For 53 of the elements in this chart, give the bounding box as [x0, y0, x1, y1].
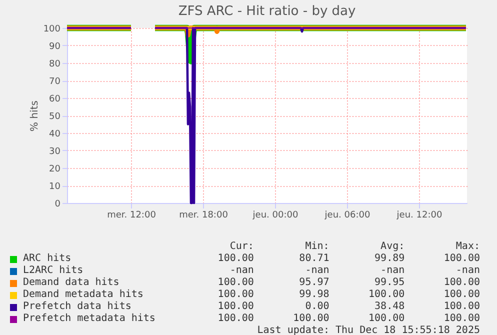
text: 100.00 — [216, 313, 254, 325]
text: 99.89 — [374, 253, 405, 265]
text: 100.00 — [292, 313, 330, 325]
y-tick-label: 80 — [49, 60, 61, 70]
text: Cur: — [228, 241, 254, 253]
legend-label: L2ARC hits — [22, 265, 84, 277]
y-tick-label: 20 — [49, 164, 61, 174]
text: 99.98 — [298, 289, 330, 301]
text: 80.71 — [298, 253, 330, 265]
text: 0.00 — [304, 301, 330, 313]
chart-title: ZFS ARC - Hit ratio - by day — [178, 4, 356, 19]
legend-label: Demand data hits — [22, 277, 120, 289]
legend-label: ARC hits — [22, 253, 72, 265]
x-tick-label: mer. 18:00 — [179, 210, 228, 220]
text: 99.95 — [374, 277, 405, 289]
text: 100.00 — [442, 313, 480, 325]
legend-label: Prefetch metadata hits — [22, 313, 156, 325]
text: 100.00 — [216, 301, 254, 313]
y-tick-label: 70 — [49, 77, 61, 87]
text: 38.48 — [374, 301, 405, 313]
x-tick-label: mer. 12:00 — [107, 210, 156, 220]
text: -nan — [228, 265, 254, 277]
legend-label: Prefetch data hits — [22, 301, 132, 313]
text: -nan — [380, 265, 405, 277]
text: 100.00 — [442, 301, 480, 313]
x-tick-label: jeu. 06:00 — [324, 210, 370, 220]
text: Last update: Thu Dec 18 15:55:18 2025 — [256, 325, 480, 335]
y-tick-label: 100 — [43, 24, 61, 34]
y-tick-label: 90 — [49, 42, 61, 52]
text: 100.00 — [216, 253, 254, 265]
y-tick-label: 10 — [49, 182, 61, 192]
text: Max: — [454, 241, 480, 253]
text: -nan — [454, 265, 480, 277]
text: 100.00 — [442, 277, 480, 289]
y-tick-label: 50 — [49, 112, 61, 122]
text: -nan — [304, 265, 330, 277]
text: 95.97 — [298, 277, 330, 289]
text: 100.00 — [442, 289, 480, 301]
x-tick-label: jeu. 00:00 — [252, 210, 298, 220]
x-tick-label: jeu. 12:00 — [396, 210, 442, 220]
text: 100.00 — [442, 253, 480, 265]
y-axis-title: % hits — [29, 100, 40, 132]
y-tick-label: 60 — [49, 94, 61, 104]
y-tick-label: 40 — [49, 130, 61, 140]
y-tick-label: 30 — [49, 147, 61, 157]
text: 100.00 — [216, 289, 254, 301]
text: Min: — [304, 241, 330, 253]
y-tick-label: 0 — [54, 200, 61, 210]
text: 100.00 — [216, 277, 254, 289]
text: 100.00 — [368, 313, 405, 325]
legend-label: Demand metadata hits — [22, 289, 144, 301]
text: 100.00 — [368, 289, 405, 301]
text: Avg: — [380, 241, 405, 253]
